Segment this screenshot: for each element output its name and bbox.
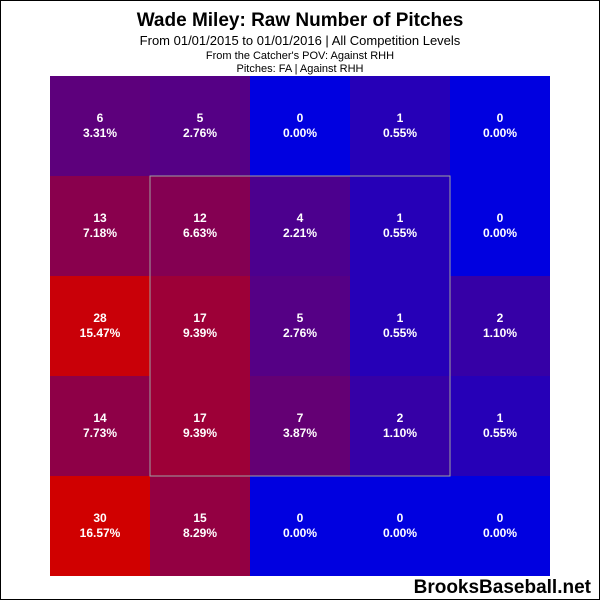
cell-percent-label: 0.55% (483, 426, 517, 440)
cell-count-label: 0 (497, 111, 504, 125)
cell-percent-label: 7.73% (83, 426, 117, 440)
heatmap-cell (50, 76, 150, 176)
cell-percent-label: 6.63% (183, 226, 217, 240)
cell-count-label: 1 (397, 311, 404, 325)
heatmap-cell (250, 76, 350, 176)
heatmap-cell (150, 76, 250, 176)
cell-percent-label: 0.55% (383, 326, 417, 340)
cell-percent-label: 16.57% (80, 526, 121, 540)
heatmap-cell (150, 176, 250, 276)
heatmap-cell (150, 476, 250, 576)
pov-label: From the Catcher's POV: Against RHH (205, 50, 395, 62)
cell-percent-label: 0.00% (283, 126, 317, 140)
cell-percent-label: 7.18% (83, 226, 117, 240)
cell-percent-label: 0.00% (283, 526, 317, 540)
cell-count-label: 5 (197, 111, 204, 125)
heatmap-cell (350, 176, 450, 276)
heatmap-cell (250, 176, 350, 276)
cell-count-label: 0 (297, 111, 304, 125)
cell-percent-label: 1.10% (483, 326, 517, 340)
cell-count-label: 0 (497, 511, 504, 525)
cell-count-label: 0 (397, 511, 404, 525)
cell-count-label: 7 (297, 411, 304, 425)
cell-count-label: 15 (193, 511, 207, 525)
cell-count-label: 2 (397, 411, 404, 425)
heatmap-cell (150, 276, 250, 376)
cell-count-label: 13 (93, 211, 107, 225)
heatmap-cell (350, 276, 450, 376)
cell-percent-label: 2.76% (183, 126, 217, 140)
heatmap-cell (50, 376, 150, 476)
strike-zone-outline (149, 175, 451, 477)
cell-count-label: 5 (297, 311, 304, 325)
heatmap-cell (450, 476, 550, 576)
heatmap-cell (450, 376, 550, 476)
heatmap-cell (450, 176, 550, 276)
cell-count-label: 17 (193, 311, 207, 325)
heatmap-cell (350, 76, 450, 176)
heatmap-cell (350, 476, 450, 576)
cell-count-label: 4 (297, 211, 304, 225)
heatmap-cell (250, 376, 350, 476)
cell-count-label: 6 (97, 111, 104, 125)
cell-count-label: 0 (497, 211, 504, 225)
heatmap-cell (50, 476, 150, 576)
heatmap-cell (50, 276, 150, 376)
cell-percent-label: 2.76% (283, 326, 317, 340)
cell-count-label: 17 (193, 411, 207, 425)
cell-percent-label: 3.87% (283, 426, 317, 440)
cell-percent-label: 9.39% (183, 426, 217, 440)
heatmap-cell (450, 76, 550, 176)
cell-percent-label: 1.10% (383, 426, 417, 440)
cell-percent-label: 2.21% (283, 226, 317, 240)
cell-count-label: 28 (93, 311, 107, 325)
cell-count-label: 14 (93, 411, 107, 425)
cell-percent-label: 15.47% (80, 326, 121, 340)
cell-percent-label: 3.31% (83, 126, 117, 140)
pitch-filter-label: Pitches: FA | Against RHH (236, 63, 364, 75)
cell-percent-label: 0.55% (383, 126, 417, 140)
cell-count-label: 12 (193, 211, 207, 225)
cell-count-label: 1 (397, 111, 404, 125)
chart-subtitle: From 01/01/2015 to 01/01/2016 | All Comp… (139, 33, 461, 48)
heatmap-cell (150, 376, 250, 476)
cell-percent-label: 0.00% (383, 526, 417, 540)
chart-title: Wade Miley: Raw Number of Pitches (136, 10, 464, 31)
cell-count-label: 2 (497, 311, 504, 325)
cell-percent-label: 0.00% (483, 226, 517, 240)
cell-count-label: 1 (497, 411, 504, 425)
cell-percent-label: 0.55% (383, 226, 417, 240)
heatmap-cell (450, 276, 550, 376)
cell-percent-label: 0.00% (483, 526, 517, 540)
cell-count-label: 30 (93, 511, 107, 525)
heatmap-cell (350, 376, 450, 476)
heatmap-cell (50, 176, 150, 276)
cell-count-label: 0 (297, 511, 304, 525)
cell-percent-label: 9.39% (183, 326, 217, 340)
heatmap-cell (250, 476, 350, 576)
heatmap-cell (250, 276, 350, 376)
brooks-baseball-watermark: BrooksBaseball.net (413, 577, 591, 598)
cell-percent-label: 8.29% (183, 526, 217, 540)
cell-percent-label: 0.00% (483, 126, 517, 140)
cell-count-label: 1 (397, 211, 404, 225)
